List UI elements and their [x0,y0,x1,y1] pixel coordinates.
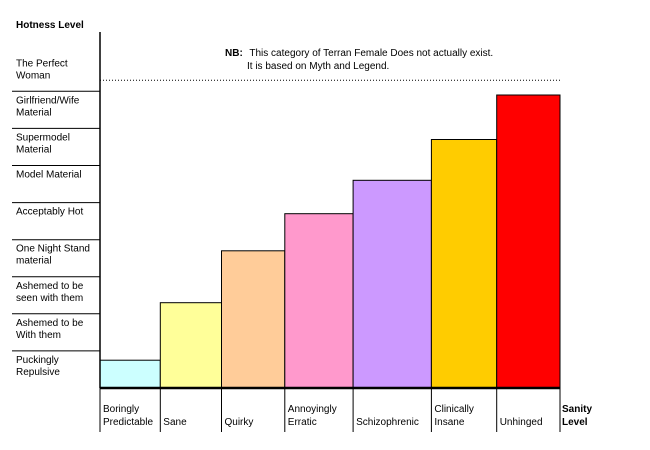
y-level-label-puckingly-repulsive: Puckingly Repulsive [16,355,60,378]
category-label-annoyingly-erratic: Annoyingly Erratic [288,404,337,428]
bar-clinically-insane [430,139,498,389]
bar-annoyingly-erratic [284,213,354,389]
y-level-label-model-material: Model Material [16,170,82,181]
y-level-label-the-perfect-woman: The Perfect Woman [16,58,68,81]
category-label-sane: Sane [163,417,187,428]
bar-unhinged [496,94,561,389]
category-label-clinically-insane: Clinically Insane [434,404,473,428]
y-level-label-acceptably-hot: Acceptably Hot [16,207,83,218]
annotation-label: NB: [225,48,243,59]
bar-schizophrenic [352,179,432,389]
y-level-labels: Puckingly Repulsive Ashemed to be With them… [16,58,90,378]
y-axis-title: Hotness Level [16,20,84,31]
bar-boringly-predictable [99,359,161,389]
bar-sane [159,302,223,389]
bar-quirky [221,250,286,389]
bars-layer [99,94,561,389]
y-level-separators [12,90,100,352]
x-axis-title: Sanity Level [562,404,592,428]
y-level-label-ashemed-to-be-seen-with-them: Ashemed to be seen with them [16,281,84,304]
annotation: NB: This category of Terran Female Does … [225,48,493,72]
category-label-quirky: Quirky [225,417,254,428]
y-level-label-one-night-stand-material: One Night Stand material [16,244,90,267]
annotation-line-2: It is based on Myth and Legend. [247,61,389,72]
svg-text:NB: This category of Ter: NB: This category of Terran Female Does … [225,48,493,59]
y-level-label-supermodel-material: Supermodel Material [16,132,70,155]
category-labels: Boringly Predictable Sane Quirky Annoyingly E… [99,388,561,432]
y-level-label-girlfriend-wife-material: Girlfriend/Wife Material [16,95,80,118]
annotation-line-1: This category of Terran Female Does not … [249,48,493,59]
category-label-unhinged: Unhinged [500,417,543,428]
category-label-schizophrenic: Schizophrenic [356,417,419,428]
y-level-label-ashemed-to-be-with-them: Ashemed to be With them [16,318,84,341]
category-label-boringly-predictable: Boringly Predictable [103,404,153,428]
